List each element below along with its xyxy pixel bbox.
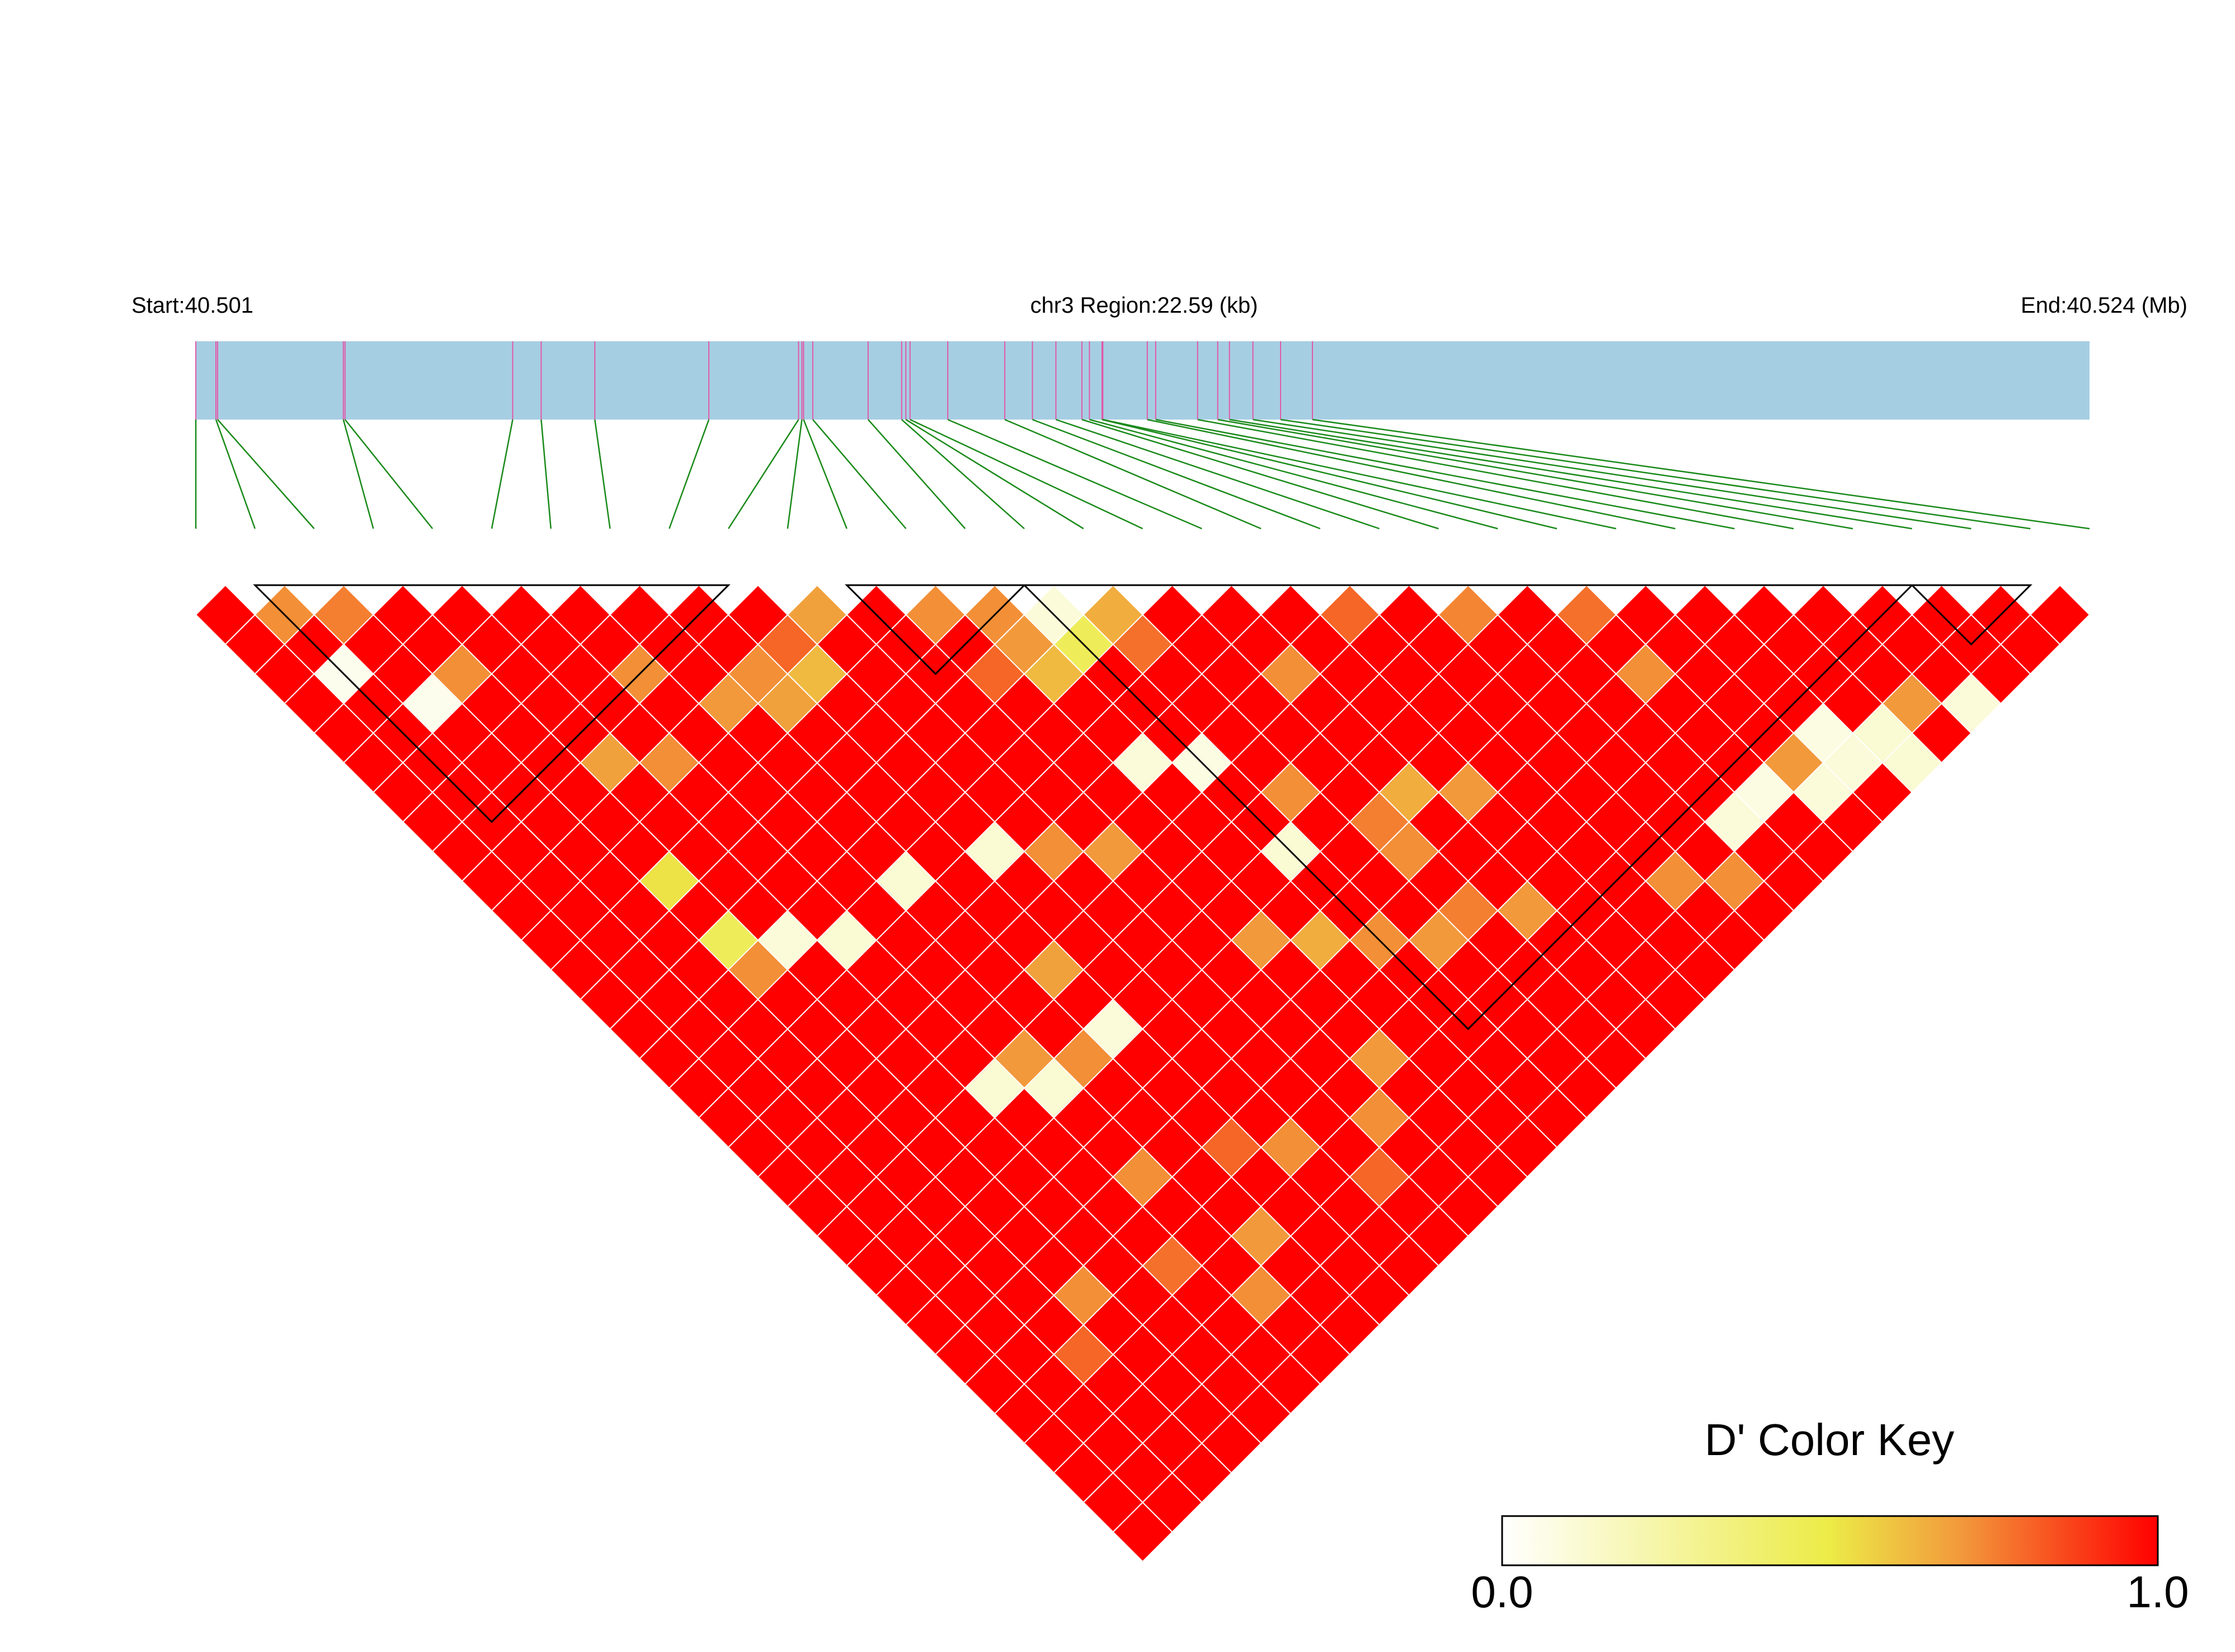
haplotype-block-outline bbox=[1022, 584, 1914, 1030]
region-bar bbox=[196, 341, 2090, 420]
snp-connector bbox=[1280, 418, 2031, 530]
snp-connector bbox=[1032, 418, 1321, 530]
color-key-bar bbox=[1501, 1515, 2159, 1566]
snp-connector-group bbox=[195, 418, 2090, 530]
region-center-label: chr3 Region:22.59 (kb) bbox=[1030, 293, 1258, 318]
snp-connector bbox=[342, 419, 374, 529]
snp-connector bbox=[867, 419, 966, 529]
snp-connector bbox=[1229, 418, 1912, 530]
snp-connector bbox=[1103, 418, 1617, 530]
snp-connector bbox=[1312, 418, 2090, 530]
color-key-max-label: 1.0 bbox=[2126, 1567, 2189, 1617]
region-bar-group bbox=[195, 341, 2090, 420]
snp-connector bbox=[1089, 418, 1498, 530]
snp-connector bbox=[1056, 418, 1380, 530]
haplotype-block-group bbox=[253, 584, 2032, 1030]
region-end-label: End:40.524 (Mb) bbox=[2021, 293, 2187, 318]
region-start-label: Start:40.501 bbox=[131, 293, 253, 318]
snp-connector bbox=[803, 419, 848, 529]
color-key-title: D' Color Key bbox=[1704, 1415, 1955, 1465]
ld-cell bbox=[2029, 584, 2091, 646]
snp-connector bbox=[1147, 418, 1676, 530]
snp-connector bbox=[1253, 418, 1971, 530]
snp-connector bbox=[1155, 418, 1735, 530]
snp-connector bbox=[540, 419, 552, 529]
haplotype-block-outline bbox=[844, 584, 1027, 675]
haplotype-block-outline bbox=[253, 584, 731, 823]
snp-connector bbox=[1197, 418, 1794, 530]
snp-connector bbox=[215, 419, 256, 529]
snp-connector bbox=[594, 419, 611, 529]
snp-connector bbox=[787, 419, 803, 529]
snp-connector bbox=[905, 418, 1084, 530]
snp-connector bbox=[344, 419, 434, 529]
snp-connector bbox=[910, 418, 1144, 530]
snp-connector bbox=[1004, 418, 1262, 530]
snp-connector bbox=[727, 419, 799, 529]
snp-connector bbox=[901, 419, 1025, 529]
snp-connector bbox=[217, 419, 315, 529]
snp-connector bbox=[1102, 418, 1558, 530]
color-key-min-label: 0.0 bbox=[1471, 1567, 1533, 1617]
snp-connector bbox=[1217, 418, 1853, 530]
snp-connector bbox=[1081, 418, 1439, 530]
snp-connector bbox=[669, 419, 710, 529]
snp-connector bbox=[947, 418, 1202, 530]
snp-connector bbox=[491, 419, 514, 529]
haplotype-block-outline bbox=[1910, 584, 2032, 646]
snp-connector bbox=[812, 419, 907, 529]
